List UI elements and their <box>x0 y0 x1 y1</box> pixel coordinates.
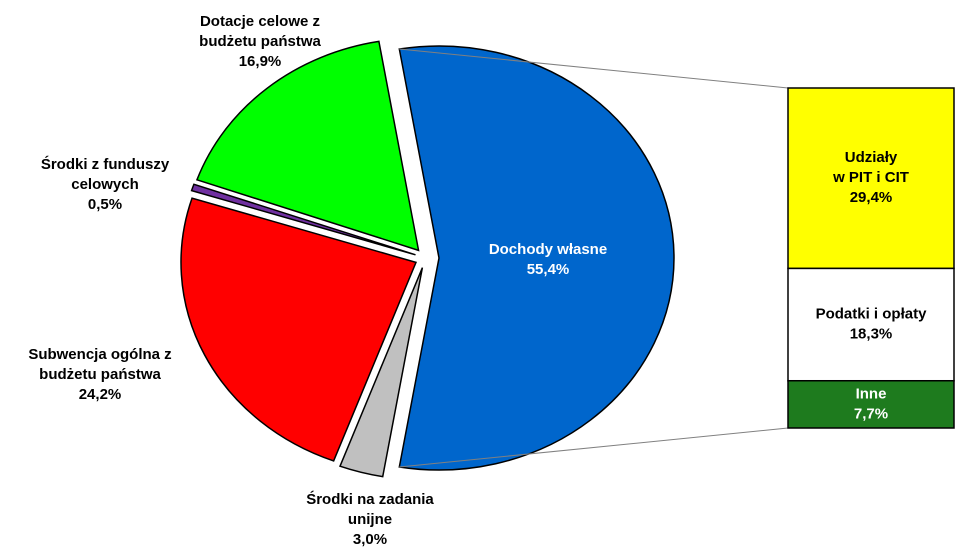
pie-slice <box>398 45 675 471</box>
label: Inne <box>856 385 887 402</box>
bar-segment <box>787 87 955 270</box>
label: 0,5% <box>88 196 122 213</box>
label: 29,4% <box>850 189 893 206</box>
pie-slice <box>190 183 416 256</box>
label: Środki na zadania unijne <box>306 490 434 528</box>
label: 18,3% <box>850 326 893 343</box>
label: Dotacje celowe z budżetu państwa <box>199 13 321 50</box>
connector <box>399 427 789 468</box>
connector <box>399 48 789 89</box>
label: Środki z funduszy celowych <box>41 155 170 193</box>
pie-slice <box>339 267 424 478</box>
label: 16,9% <box>239 53 282 70</box>
label: Podatki i opłaty <box>816 306 928 323</box>
label: Subwencja ogólna z budżetu państwa <box>28 346 171 383</box>
bar-segment <box>787 379 955 429</box>
label: 3,0% <box>353 531 387 548</box>
label: 7,7% <box>854 405 888 422</box>
label: Udziały w PIT i CIT <box>832 149 909 186</box>
label: 55,4% <box>527 261 570 278</box>
label: 24,2% <box>79 386 122 403</box>
pie-slice <box>180 197 418 462</box>
pie-slice <box>195 40 420 252</box>
label: Dochody własne <box>489 241 607 258</box>
bar-segment <box>787 267 955 382</box>
